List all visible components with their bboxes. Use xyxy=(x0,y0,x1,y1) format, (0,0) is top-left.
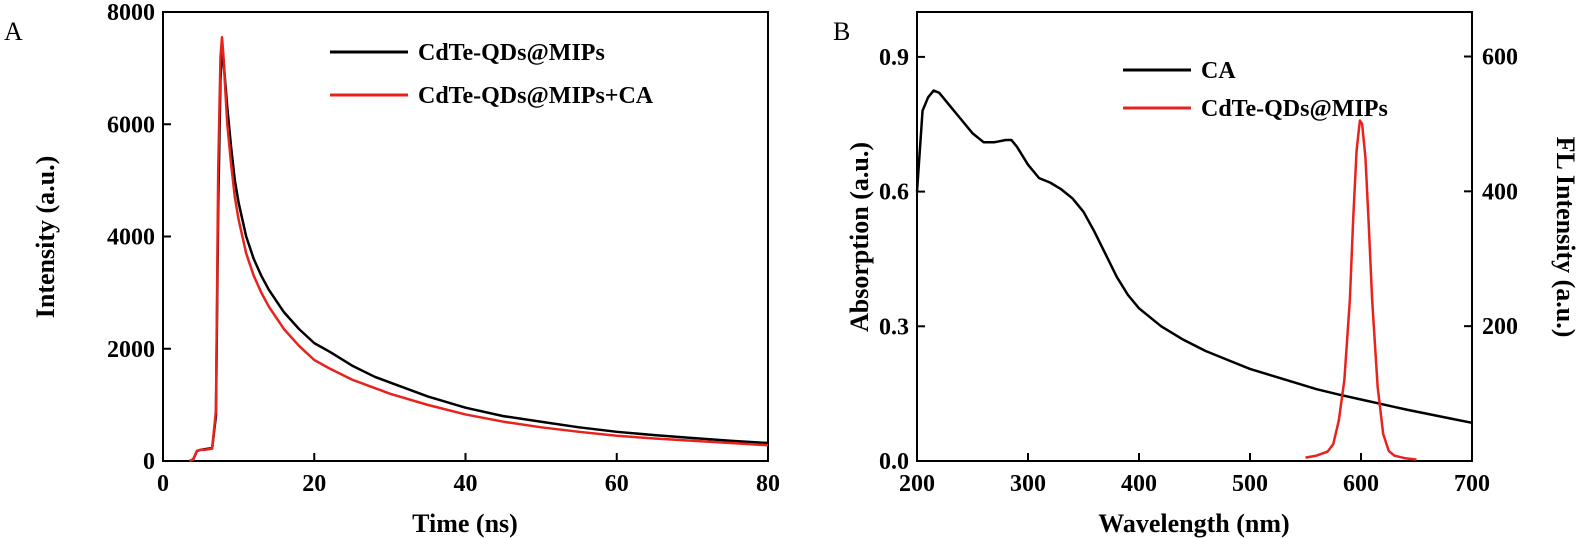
panel-a-series xyxy=(188,36,769,463)
panel-a-label: A xyxy=(4,17,23,46)
right-y-tick-label: 600 xyxy=(1482,44,1518,70)
x-tick-label: 200 xyxy=(899,471,935,497)
series-line-2 xyxy=(1305,119,1417,461)
panel-a-ticks: 0 20 40 60 80 0 2000 4000 6000 8000 xyxy=(107,0,780,497)
y-tick-label: 6000 xyxy=(107,112,155,138)
x-tick-label: 0 xyxy=(157,471,169,497)
panel-a-legend: CdTe-QDs@MIPs CdTe-QDs@MIPs+CA xyxy=(330,40,654,109)
y-tick-label: 0.9 xyxy=(879,45,909,71)
x-tick-label: 400 xyxy=(1121,471,1157,497)
right-y-tick-label: 400 xyxy=(1482,179,1518,205)
panel-b-x-axis-title: Wavelength (nm) xyxy=(1098,509,1289,538)
x-tick-label: 500 xyxy=(1232,471,1268,497)
panel-b-right-y-axis-title: FL Intensity (a.u.) xyxy=(1551,137,1579,338)
series-line-1 xyxy=(188,52,769,463)
y-tick-label: 0.3 xyxy=(879,314,909,340)
panel-b-label: B xyxy=(833,17,850,46)
panel-a-y-axis-title: Intensity (a.u.) xyxy=(31,156,60,319)
series-line-1 xyxy=(915,89,1473,425)
legend-label-series-2: CdTe-QDs@MIPs+CA xyxy=(418,83,654,109)
x-tick-label: 80 xyxy=(756,471,780,497)
panel-b-y-axis-title: Absorption (a.u.) xyxy=(845,142,874,332)
x-tick-label: 300 xyxy=(1010,471,1046,497)
x-tick-label: 700 xyxy=(1454,471,1490,497)
panel-a-chart: A 0 20 40 60 80 0 2000 4000 6000 8000 CdTe-QDs@MI… xyxy=(4,0,780,538)
legend-label-series-2: CdTe-QDs@MIPs xyxy=(1201,96,1388,122)
x-tick-label: 600 xyxy=(1343,471,1379,497)
panel-b-plot-frame xyxy=(916,11,1473,462)
legend-label-series-1: CA xyxy=(1201,58,1236,84)
y-tick-label: 4000 xyxy=(107,225,155,251)
x-tick-label: 40 xyxy=(454,471,478,497)
panel-b-series xyxy=(915,89,1473,461)
panel-b-legend: CA CdTe-QDs@MIPs xyxy=(1123,58,1388,122)
panel-a-x-axis-title: Time (ns) xyxy=(412,509,518,538)
x-tick-label: 60 xyxy=(605,471,629,497)
y-tick-label: 8000 xyxy=(107,0,155,26)
x-tick-label: 20 xyxy=(302,471,326,497)
series-line-2 xyxy=(188,36,769,463)
y-tick-label: 0.0 xyxy=(879,449,909,475)
y-tick-label: 0 xyxy=(143,449,155,475)
panel-b-chart: B 200 300 400 500 600 700 0.0 0.3 0.6 0.9 200 400 60… xyxy=(833,11,1579,538)
legend-label-series-1: CdTe-QDs@MIPs xyxy=(418,40,605,66)
y-tick-label: 0.6 xyxy=(879,180,909,206)
panel-a-plot-frame xyxy=(162,11,769,462)
right-y-tick-label: 200 xyxy=(1482,314,1518,340)
y-tick-label: 2000 xyxy=(107,337,155,363)
panel-b-ticks: 200 300 400 500 600 700 0.0 0.3 0.6 0.9 200 400 600 xyxy=(879,44,1518,497)
